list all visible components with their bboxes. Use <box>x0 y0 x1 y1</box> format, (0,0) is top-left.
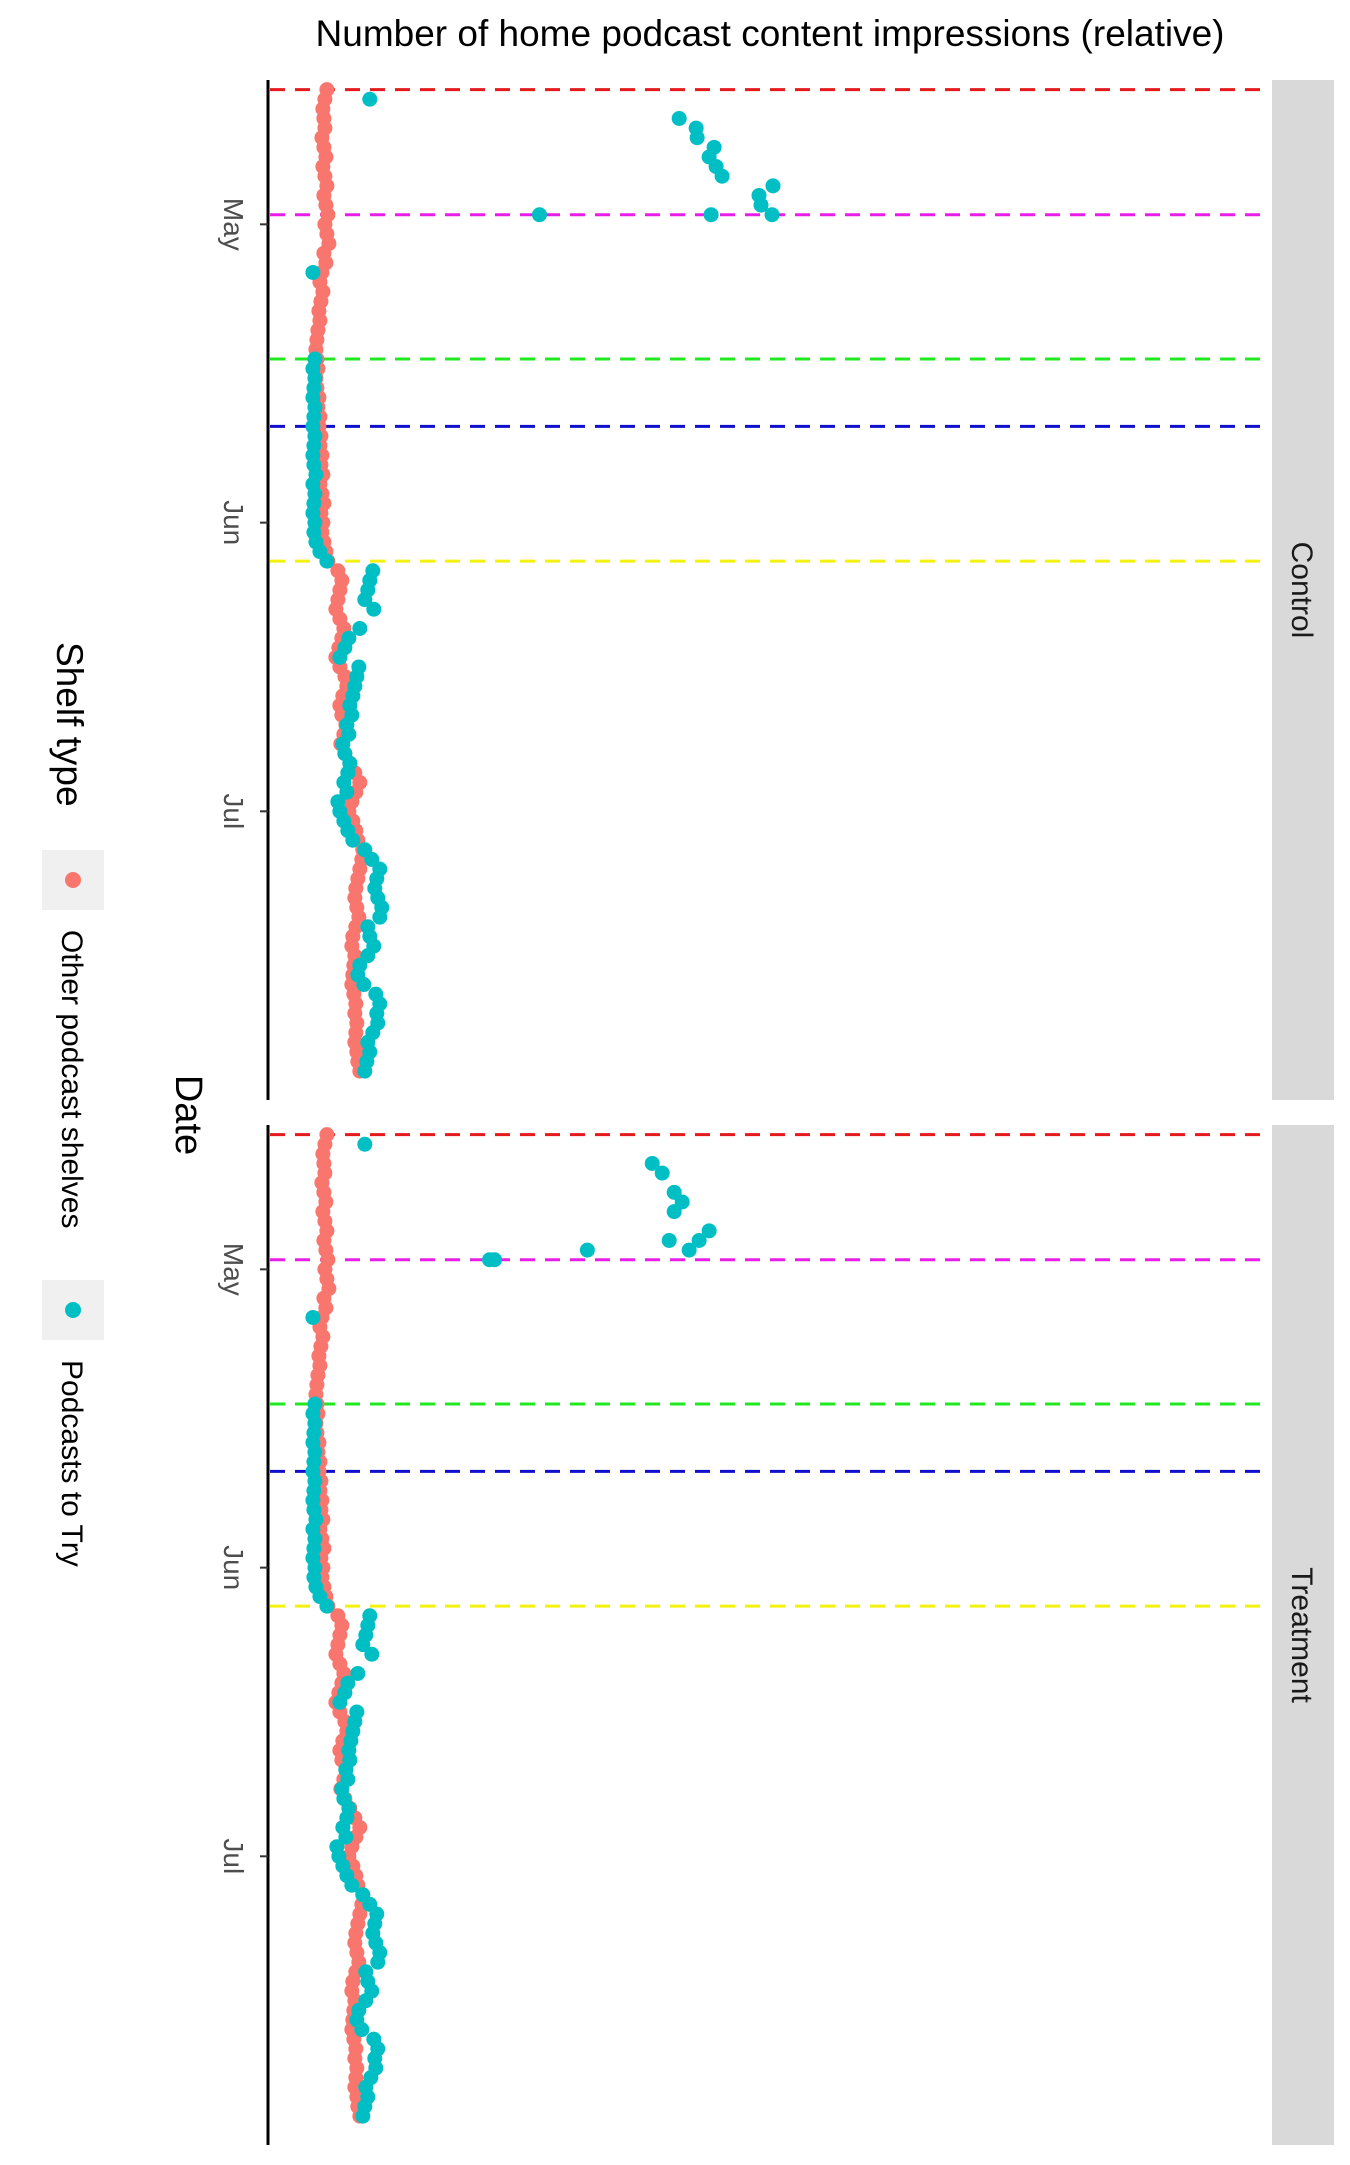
data-point <box>305 264 321 280</box>
data-point <box>372 909 388 925</box>
legend-entry-label: Podcasts to Try <box>55 1360 88 1567</box>
data-point <box>765 178 781 194</box>
data-point <box>355 2108 371 2124</box>
facet-strip-label: Control <box>1285 542 1318 639</box>
data-point <box>319 553 335 569</box>
data-point <box>350 1665 366 1681</box>
legend-marker <box>65 1302 81 1318</box>
date-tick-label: May <box>218 1243 249 1296</box>
date-tick-label: Jun <box>218 1545 249 1590</box>
data-point <box>764 207 780 223</box>
data-point <box>319 1598 335 1614</box>
facet-strip <box>1272 1125 1334 2145</box>
data-point <box>681 1242 697 1258</box>
legend-entry-label: Other podcast shelves <box>55 930 88 1229</box>
panel-treatment: May Jun Jul Treatment <box>218 1125 1334 2145</box>
date-tick-label: Jul <box>218 1838 249 1874</box>
data-point <box>332 649 348 665</box>
data-point <box>753 197 769 213</box>
data-point <box>671 110 687 126</box>
data-point <box>355 1637 371 1653</box>
data-point <box>703 207 719 223</box>
data-point <box>332 1694 348 1710</box>
data-point <box>487 1252 503 1268</box>
facet-strip-label: Treatment <box>1285 1567 1318 1703</box>
legend: Shelf type Other podcast shelves Podcasts … <box>42 642 104 1567</box>
series-podcasts-to-try <box>305 1136 717 2124</box>
data-point <box>357 592 373 608</box>
data-point <box>356 977 372 993</box>
x-axis-label: Date <box>167 1075 209 1155</box>
data-point <box>344 1877 360 1893</box>
data-point <box>691 1232 707 1248</box>
panel-control: May Jun Jul Control <box>218 80 1334 1100</box>
data-point <box>338 1829 354 1845</box>
data-point <box>357 1063 373 1079</box>
data-point <box>362 91 378 107</box>
data-point <box>654 1165 670 1181</box>
data-point <box>305 1309 321 1325</box>
data-point <box>370 1954 386 1970</box>
series-podcasts-to-try <box>305 91 781 1079</box>
panels: May Jun Jul Control May Jun Jul Treatment <box>218 80 1334 2145</box>
chart-title: Number of home podcast content impressio… <box>316 13 1225 54</box>
data-point <box>701 1223 717 1239</box>
data-point <box>352 620 368 636</box>
data-point <box>339 784 355 800</box>
date-tick-label: Jun <box>218 500 249 545</box>
data-point <box>345 832 361 848</box>
data-point <box>661 1232 677 1248</box>
data-point <box>579 1242 595 1258</box>
data-point <box>366 601 382 617</box>
data-point <box>644 1155 660 1171</box>
facet-strip <box>1272 80 1334 1100</box>
data-point <box>714 168 730 184</box>
data-point <box>666 1204 682 1220</box>
date-tick-label: Jul <box>218 793 249 829</box>
legend-marker <box>65 872 81 888</box>
data-point <box>531 207 547 223</box>
date-tick-label: May <box>218 198 249 251</box>
data-point <box>689 130 705 146</box>
data-point <box>357 1136 373 1152</box>
data-point <box>354 2022 370 2038</box>
legend-title: Shelf type <box>49 642 90 807</box>
data-point <box>364 1646 380 1662</box>
